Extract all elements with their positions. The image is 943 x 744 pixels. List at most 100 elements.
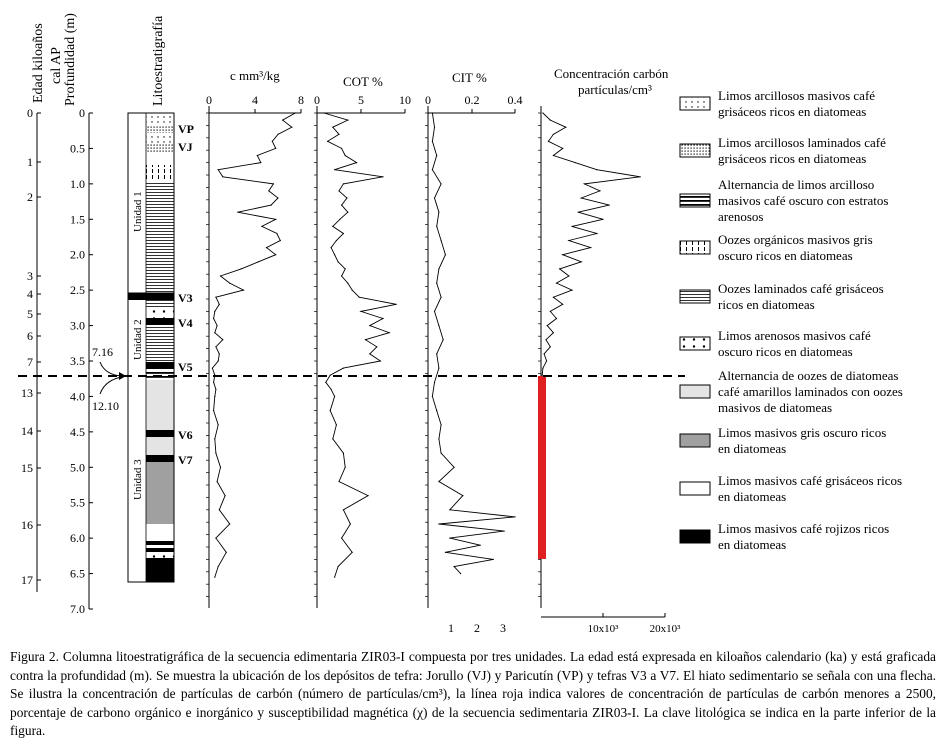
mag-series-line [211, 112, 296, 578]
mag-data-point [260, 162, 262, 164]
age-axis: 0 1 2 3 4 5 6 7 13 14 15 16 17 [21, 106, 41, 592]
legend-label: Limos masivos café rojizos ricos [718, 521, 889, 536]
cot-tick-label: 0 [314, 93, 320, 107]
age-tick-label: 4 [27, 287, 33, 301]
legend-label: en diatomeas [718, 489, 786, 504]
cot-series-line [323, 112, 397, 578]
cit-series-line [431, 112, 516, 574]
legend-swatch [679, 289, 711, 304]
tephra-label-v6: V6 [178, 428, 193, 442]
legend-label: masivos café oscuro con estratos [718, 193, 888, 208]
age-tick-label: 3 [27, 269, 33, 283]
charcoal-data-point [546, 325, 548, 327]
mag-data-point [275, 218, 277, 220]
charcoal-data-point [574, 162, 576, 164]
tephra-label-v7: V7 [178, 453, 193, 467]
litho-dots-dense [146, 126, 174, 133]
cot-data-point [379, 360, 381, 362]
mag-data-point [282, 119, 284, 121]
mag-data-point [275, 147, 277, 149]
cit-data-point [449, 509, 451, 511]
tephra-label-v4: V4 [178, 316, 193, 330]
cit-data-point [436, 282, 438, 284]
age-tick-label: 2 [27, 190, 33, 204]
cit-data-point [433, 126, 436, 128]
hiatus-upper-age: 7.16 [92, 345, 113, 359]
charcoal-data-point [552, 296, 555, 298]
mag-data-point [222, 176, 224, 178]
hiatus-arrow: 7.16 12.10 [92, 345, 126, 413]
cot-data-point [346, 197, 348, 199]
charcoal-data-point [562, 147, 564, 149]
age-axis-title: Edad kiloaños [31, 23, 46, 103]
cot-data-point [334, 254, 336, 256]
cit-data-point [438, 523, 440, 525]
unit-label-2: Unidad 2 [132, 319, 144, 360]
charcoal-series [541, 112, 641, 376]
legend-label: grisáceos ricos en diatomeas [718, 104, 866, 119]
mag-data-point [218, 353, 220, 355]
cot-data-point [382, 176, 384, 178]
cot-series [323, 112, 397, 578]
data-panels: c mm³/kg COT % CIT % Concentración carbó… [206, 66, 681, 635]
charcoal-data-point [580, 261, 582, 263]
cot-data-point [332, 126, 334, 128]
charcoal-data-point [599, 190, 601, 192]
charcoal-title-1: Concentración carbón [554, 66, 669, 81]
cit-data-point [436, 154, 438, 157]
mag-data-point [217, 565, 219, 568]
cot-data-point [341, 275, 343, 277]
cot-data-point [349, 523, 351, 525]
cot-data-point [334, 395, 336, 397]
cot-data-point [351, 551, 353, 553]
cit-data-point [438, 211, 440, 213]
legend-label: Limos arenosos masivos café [718, 328, 871, 343]
legend-swatch [679, 433, 711, 448]
cot-data-point [329, 410, 331, 412]
cit-data-point [431, 140, 433, 142]
cit-data-point [438, 325, 440, 327]
cit-data-point [431, 112, 433, 114]
legend-swatch [679, 96, 711, 111]
litho-thin-lines [146, 181, 174, 295]
litho-column-outline [127, 112, 175, 583]
cit-data-point [479, 544, 481, 546]
mag-data-point [291, 126, 293, 128]
cit-data-point [438, 438, 440, 440]
charcoal-data-point [571, 225, 573, 227]
charcoal-bottom-tick-label: 20x10³ [650, 623, 682, 635]
legend-label: en diatomeas [718, 537, 786, 552]
legend-label: masivos de diatomeas [718, 400, 832, 415]
mag-data-point [218, 303, 220, 305]
cot-data-point [347, 119, 349, 121]
charcoal-data-point [590, 247, 592, 249]
depth-tick-label: 5.0 [70, 460, 85, 474]
mag-data-point [222, 339, 224, 341]
mag-data-point [214, 332, 216, 334]
cot-data-point [344, 268, 346, 270]
depth-tick-label: 4.5 [70, 425, 85, 439]
mag-tick-label: 0 [206, 93, 212, 107]
cit-tick-label: 0.4 [508, 93, 523, 107]
cot-data-point [358, 296, 360, 298]
cot-data-point [360, 310, 362, 312]
litho-light-gray-2 [146, 437, 174, 455]
charcoal-data-point [596, 169, 598, 171]
depth-tick-label: 2.5 [70, 283, 85, 297]
cot-data-point [388, 332, 390, 334]
age-tick-label: 7 [27, 355, 33, 369]
cot-data-point [347, 211, 349, 213]
mag-data-point [215, 346, 217, 348]
legend-swatch [679, 481, 711, 496]
charcoal-low-range-bar [538, 376, 546, 559]
age-axis-title-2: cal AP [49, 47, 64, 84]
cot-data-point [338, 133, 340, 135]
age-tick-label: 16 [21, 518, 33, 532]
charcoal-title-2: partículas/cm³ [578, 82, 652, 97]
mag-data-point [237, 211, 239, 213]
legend-label: en diatomeas [718, 441, 786, 456]
